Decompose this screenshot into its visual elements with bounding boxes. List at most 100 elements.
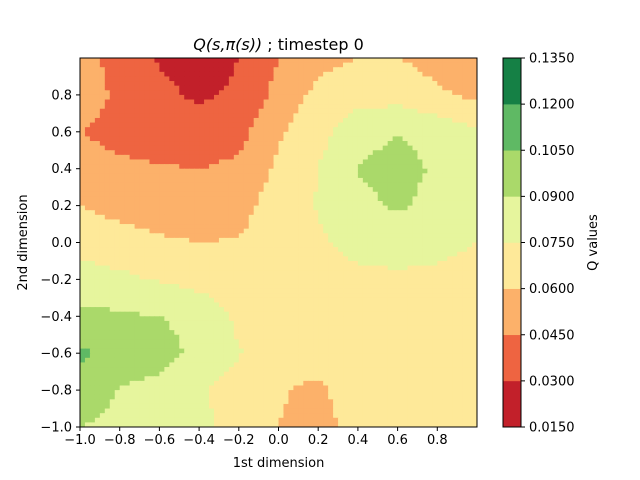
heatmap-cell xyxy=(298,256,304,262)
heatmap-cell xyxy=(243,214,250,221)
heatmap-cell xyxy=(347,117,354,124)
heatmap-cell xyxy=(129,316,136,322)
heatmap-cell xyxy=(149,316,156,322)
heatmap-cell xyxy=(238,256,245,262)
heatmap-cell xyxy=(164,343,170,350)
heatmap-cell xyxy=(333,67,339,73)
heatmap-cell xyxy=(159,150,165,156)
heatmap-cell xyxy=(84,256,91,262)
heatmap-cell xyxy=(114,233,121,239)
heatmap-cell xyxy=(144,159,151,165)
heatmap-cell xyxy=(248,145,255,151)
heatmap-cell xyxy=(412,104,419,110)
heatmap-cell xyxy=(89,288,96,294)
heatmap-cell xyxy=(99,334,106,340)
heatmap-cell xyxy=(432,145,438,151)
heatmap-cell xyxy=(248,228,255,234)
heatmap-cell xyxy=(452,131,458,138)
heatmap-cell xyxy=(303,242,309,248)
heatmap-cell xyxy=(392,58,399,64)
heatmap-cell xyxy=(213,233,220,239)
heatmap-cell xyxy=(347,288,354,294)
heatmap-cell xyxy=(109,191,116,197)
heatmap-cell xyxy=(104,85,111,91)
heatmap-cell xyxy=(288,85,294,91)
heatmap-cell xyxy=(402,62,409,68)
heatmap-cell xyxy=(89,343,96,350)
heatmap-cell xyxy=(382,62,389,68)
heatmap-cell xyxy=(114,288,121,294)
heatmap-cell xyxy=(248,343,255,350)
heatmap-cell xyxy=(427,76,433,82)
heatmap-cell xyxy=(164,85,170,91)
heatmap-cell xyxy=(382,122,389,128)
heatmap-cell xyxy=(402,233,409,239)
heatmap-cell xyxy=(129,122,136,128)
heatmap-cell xyxy=(204,214,210,221)
heatmap-cell xyxy=(442,164,448,170)
heatmap-cell xyxy=(144,320,151,327)
heatmap-cell xyxy=(218,288,225,294)
heatmap-cell xyxy=(472,104,477,110)
heatmap-cell xyxy=(278,67,285,73)
heatmap-cell xyxy=(213,302,220,308)
heatmap-cell xyxy=(432,113,438,119)
heatmap-cell xyxy=(387,150,394,156)
heatmap-cell xyxy=(134,251,141,257)
heatmap-cell xyxy=(273,117,280,124)
heatmap-cell xyxy=(452,136,458,142)
heatmap-cell xyxy=(352,154,359,161)
heatmap-cell xyxy=(313,210,319,216)
heatmap-cell xyxy=(447,145,453,151)
heatmap-cell xyxy=(293,159,299,165)
heatmap-cell xyxy=(397,159,404,165)
heatmap-cell xyxy=(80,256,86,262)
heatmap-cell xyxy=(422,219,428,225)
heatmap-cell xyxy=(169,237,175,244)
heatmap-cell xyxy=(164,214,170,221)
heatmap-cell xyxy=(89,141,96,147)
heatmap-cell xyxy=(204,343,210,350)
heatmap-cell xyxy=(392,325,399,331)
heatmap-cell xyxy=(412,224,419,230)
heatmap-cell xyxy=(204,168,210,174)
heatmap-cell xyxy=(293,270,299,276)
heatmap-cell xyxy=(283,311,290,317)
heatmap-cell xyxy=(238,214,245,221)
heatmap-cell xyxy=(124,187,131,193)
heatmap-cell xyxy=(283,145,290,151)
heatmap-cell xyxy=(149,76,156,82)
heatmap-cell xyxy=(328,113,334,119)
heatmap-cell xyxy=(362,265,369,271)
heatmap-cell xyxy=(109,256,116,262)
heatmap-cell xyxy=(114,131,121,138)
heatmap-cell xyxy=(89,94,96,101)
heatmap-cell xyxy=(80,94,86,101)
heatmap-cell xyxy=(194,214,200,221)
heatmap-cell xyxy=(169,320,175,327)
heatmap-cell xyxy=(333,58,339,64)
heatmap-cell xyxy=(293,284,299,290)
heatmap-cell xyxy=(417,117,424,124)
heatmap-cell xyxy=(209,320,215,327)
heatmap-cell xyxy=(238,154,245,161)
heatmap-cell xyxy=(288,117,294,124)
heatmap-cell xyxy=(84,122,91,128)
heatmap-cell xyxy=(417,154,424,161)
heatmap-cell xyxy=(80,187,86,193)
heatmap-cell xyxy=(114,205,121,211)
heatmap-cell xyxy=(328,117,334,124)
heatmap-cell xyxy=(352,173,359,179)
heatmap-cell xyxy=(467,256,473,262)
heatmap-cell xyxy=(407,228,414,234)
heatmap-cell xyxy=(99,141,106,147)
heatmap-cell xyxy=(194,330,200,336)
heatmap-cell xyxy=(343,127,349,133)
heatmap-cell xyxy=(134,205,141,211)
heatmap-cell xyxy=(318,122,324,128)
heatmap-cell xyxy=(318,182,324,188)
heatmap-cell xyxy=(104,316,111,322)
heatmap-cell xyxy=(149,297,156,304)
heatmap-cell xyxy=(194,141,200,147)
heatmap-cell xyxy=(437,117,443,124)
